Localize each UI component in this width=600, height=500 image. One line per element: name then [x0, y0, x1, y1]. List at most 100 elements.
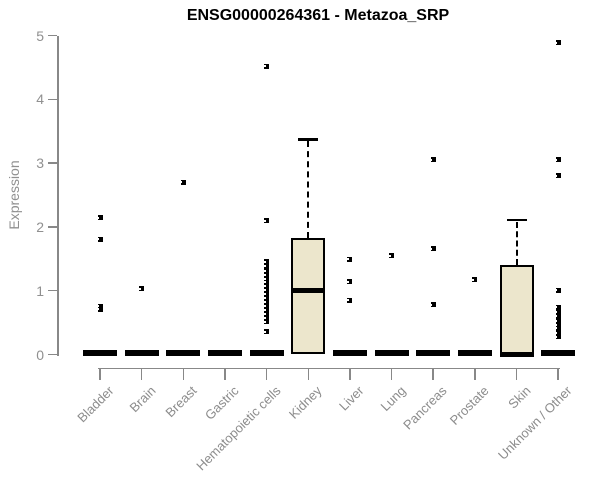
outlier-point-hole [264, 281, 266, 284]
outlier-point [264, 319, 270, 325]
median-line [291, 287, 326, 293]
outlier-point-hole [264, 301, 266, 304]
zero-bar [124, 349, 159, 356]
y-axis-tick [48, 34, 57, 37]
x-axis-tick [474, 367, 476, 380]
outlier-point [555, 330, 561, 336]
outlier-point [264, 299, 270, 305]
box [499, 264, 534, 355]
y-tick-label: 4 [36, 91, 44, 108]
outlier-point-hole [555, 311, 558, 314]
outlier-point-hole [430, 158, 433, 161]
outlier-point-hole [180, 181, 183, 184]
x-axis-tick [182, 367, 185, 380]
outlier-point [555, 287, 561, 293]
y-tick-label: 3 [36, 155, 44, 172]
outlier-point [430, 157, 436, 163]
x-axis-tick [99, 367, 101, 380]
outlier-point-hole [555, 158, 558, 161]
y-tick-label: 5 [36, 27, 44, 44]
x-axis-tick [265, 367, 268, 380]
outlier-point-hole [555, 306, 558, 309]
outlier-point-hole [347, 258, 349, 261]
outlier-point [264, 272, 270, 278]
outlier-point [264, 315, 270, 321]
outlier-point [264, 303, 270, 309]
outlier-point-hole [555, 319, 558, 322]
outlier-point [555, 304, 561, 310]
outlier-point [555, 334, 561, 340]
zero-bar [332, 349, 367, 356]
outlier-point [555, 40, 561, 46]
y-axis-line [57, 35, 59, 356]
outlier-point-hole [264, 285, 266, 288]
outlier-point-hole [347, 280, 349, 283]
outlier-point-hole [555, 315, 558, 318]
y-axis-tick [48, 289, 57, 292]
whisker-cap [298, 138, 319, 141]
outlier-point-hole [555, 41, 558, 44]
y-tick-label: 1 [36, 282, 44, 299]
x-axis-tick [224, 367, 226, 380]
outlier-point-hole [264, 308, 266, 311]
outlier-point [264, 283, 270, 289]
outlier-point-hole [264, 305, 266, 307]
outlier-point [264, 279, 270, 285]
y-tick-label: 2 [36, 218, 44, 235]
outlier-point [430, 302, 436, 308]
outlier-point-hole [555, 174, 558, 177]
outlier-point-hole [347, 299, 349, 302]
outlier-point [264, 263, 270, 269]
outlier-point-hole [264, 292, 266, 295]
outlier-point [555, 173, 561, 179]
outlier-point-hole [264, 289, 266, 292]
outlier-point-hole [264, 265, 266, 268]
outlier-point-hole [97, 305, 99, 307]
box [291, 237, 326, 355]
outlier-point-hole [264, 320, 266, 323]
x-axis-tick [307, 367, 309, 380]
zero-bar [207, 349, 242, 356]
outlier-point-hole [264, 260, 266, 263]
outlier-point-hole [555, 331, 558, 334]
outlier-point [264, 259, 270, 265]
outlier-point-hole [555, 323, 558, 326]
y-axis-tick [48, 162, 57, 164]
zero-bar [83, 349, 117, 356]
outlier-point [97, 303, 103, 309]
outlier-point-hole [264, 65, 266, 68]
outlier-point-hole [430, 247, 433, 250]
outlier-point [555, 157, 561, 163]
outlier-point-hole [472, 278, 474, 281]
x-axis-tick [515, 367, 518, 380]
outlier-point [180, 179, 186, 185]
outlier-point [264, 291, 270, 297]
zero-bar [249, 349, 284, 356]
outlier-point [264, 63, 270, 69]
x-axis-tick [390, 367, 393, 380]
zero-bar [457, 349, 492, 356]
outlier-point [347, 279, 353, 285]
outlier-point [347, 256, 353, 262]
zero-bar [166, 349, 201, 356]
zero-bar [416, 349, 451, 356]
median-line [499, 352, 534, 357]
outlier-point [139, 286, 145, 292]
outlier-point-hole [264, 317, 266, 320]
whisker-cap [506, 218, 527, 222]
outlier-point [264, 307, 270, 313]
outlier-point [264, 329, 270, 335]
x-axis-tick [140, 367, 143, 380]
box-whisker [307, 141, 310, 238]
outlier-point [555, 318, 561, 324]
outlier-point [97, 306, 103, 312]
outlier-point-hole [555, 335, 558, 338]
zero-bar [541, 349, 576, 356]
x-axis-tick [432, 367, 434, 380]
outlier-point [264, 276, 270, 282]
outlier-point [97, 215, 103, 221]
outlier-point [555, 313, 561, 319]
outlier-point [264, 311, 270, 317]
outlier-point [389, 253, 395, 259]
outlier-point-hole [264, 277, 266, 280]
